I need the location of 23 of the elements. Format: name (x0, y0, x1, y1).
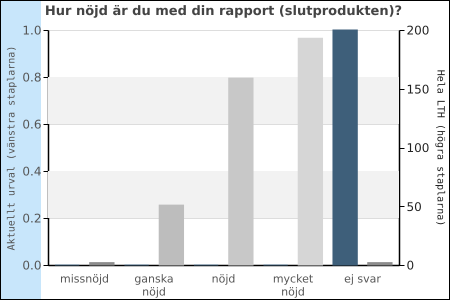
y2-tick-label: 100 (406, 141, 430, 155)
y-tick-label: 0.4 (22, 164, 42, 178)
y2-tick-label: 0 (406, 258, 414, 272)
bar (228, 78, 254, 266)
y-tick-label: 0.2 (22, 212, 42, 226)
y2-tick-label: 200 (406, 24, 430, 38)
y2-tick-label: 150 (406, 82, 430, 96)
y-tick-label: 0.6 (22, 118, 42, 132)
y-tick-label: 0.0 (22, 258, 42, 272)
x-tick-label: ganska nöjd (134, 272, 174, 298)
y2-axis-title: Hela LTH (högra staplarna) (434, 70, 446, 226)
bar (367, 262, 393, 266)
x-tick-label: missnöjd (60, 272, 109, 286)
y-tick-label: 1.0 (22, 24, 42, 38)
bar (89, 262, 115, 266)
bar (158, 204, 184, 266)
x-tick-label: ej svar (344, 272, 382, 286)
y2-tick-label: 50 (406, 200, 422, 214)
chart-title: Hur nöjd är du med din rapport (slutprodukten)? (44, 4, 402, 19)
y-axis-title: Aktuellt urval (vänstra staplarna) (6, 46, 18, 250)
y-tick-label: 0.8 (22, 70, 42, 84)
x-tick-label: mycket nöjd (272, 272, 314, 298)
x-tick-label: nöjd (212, 272, 236, 286)
